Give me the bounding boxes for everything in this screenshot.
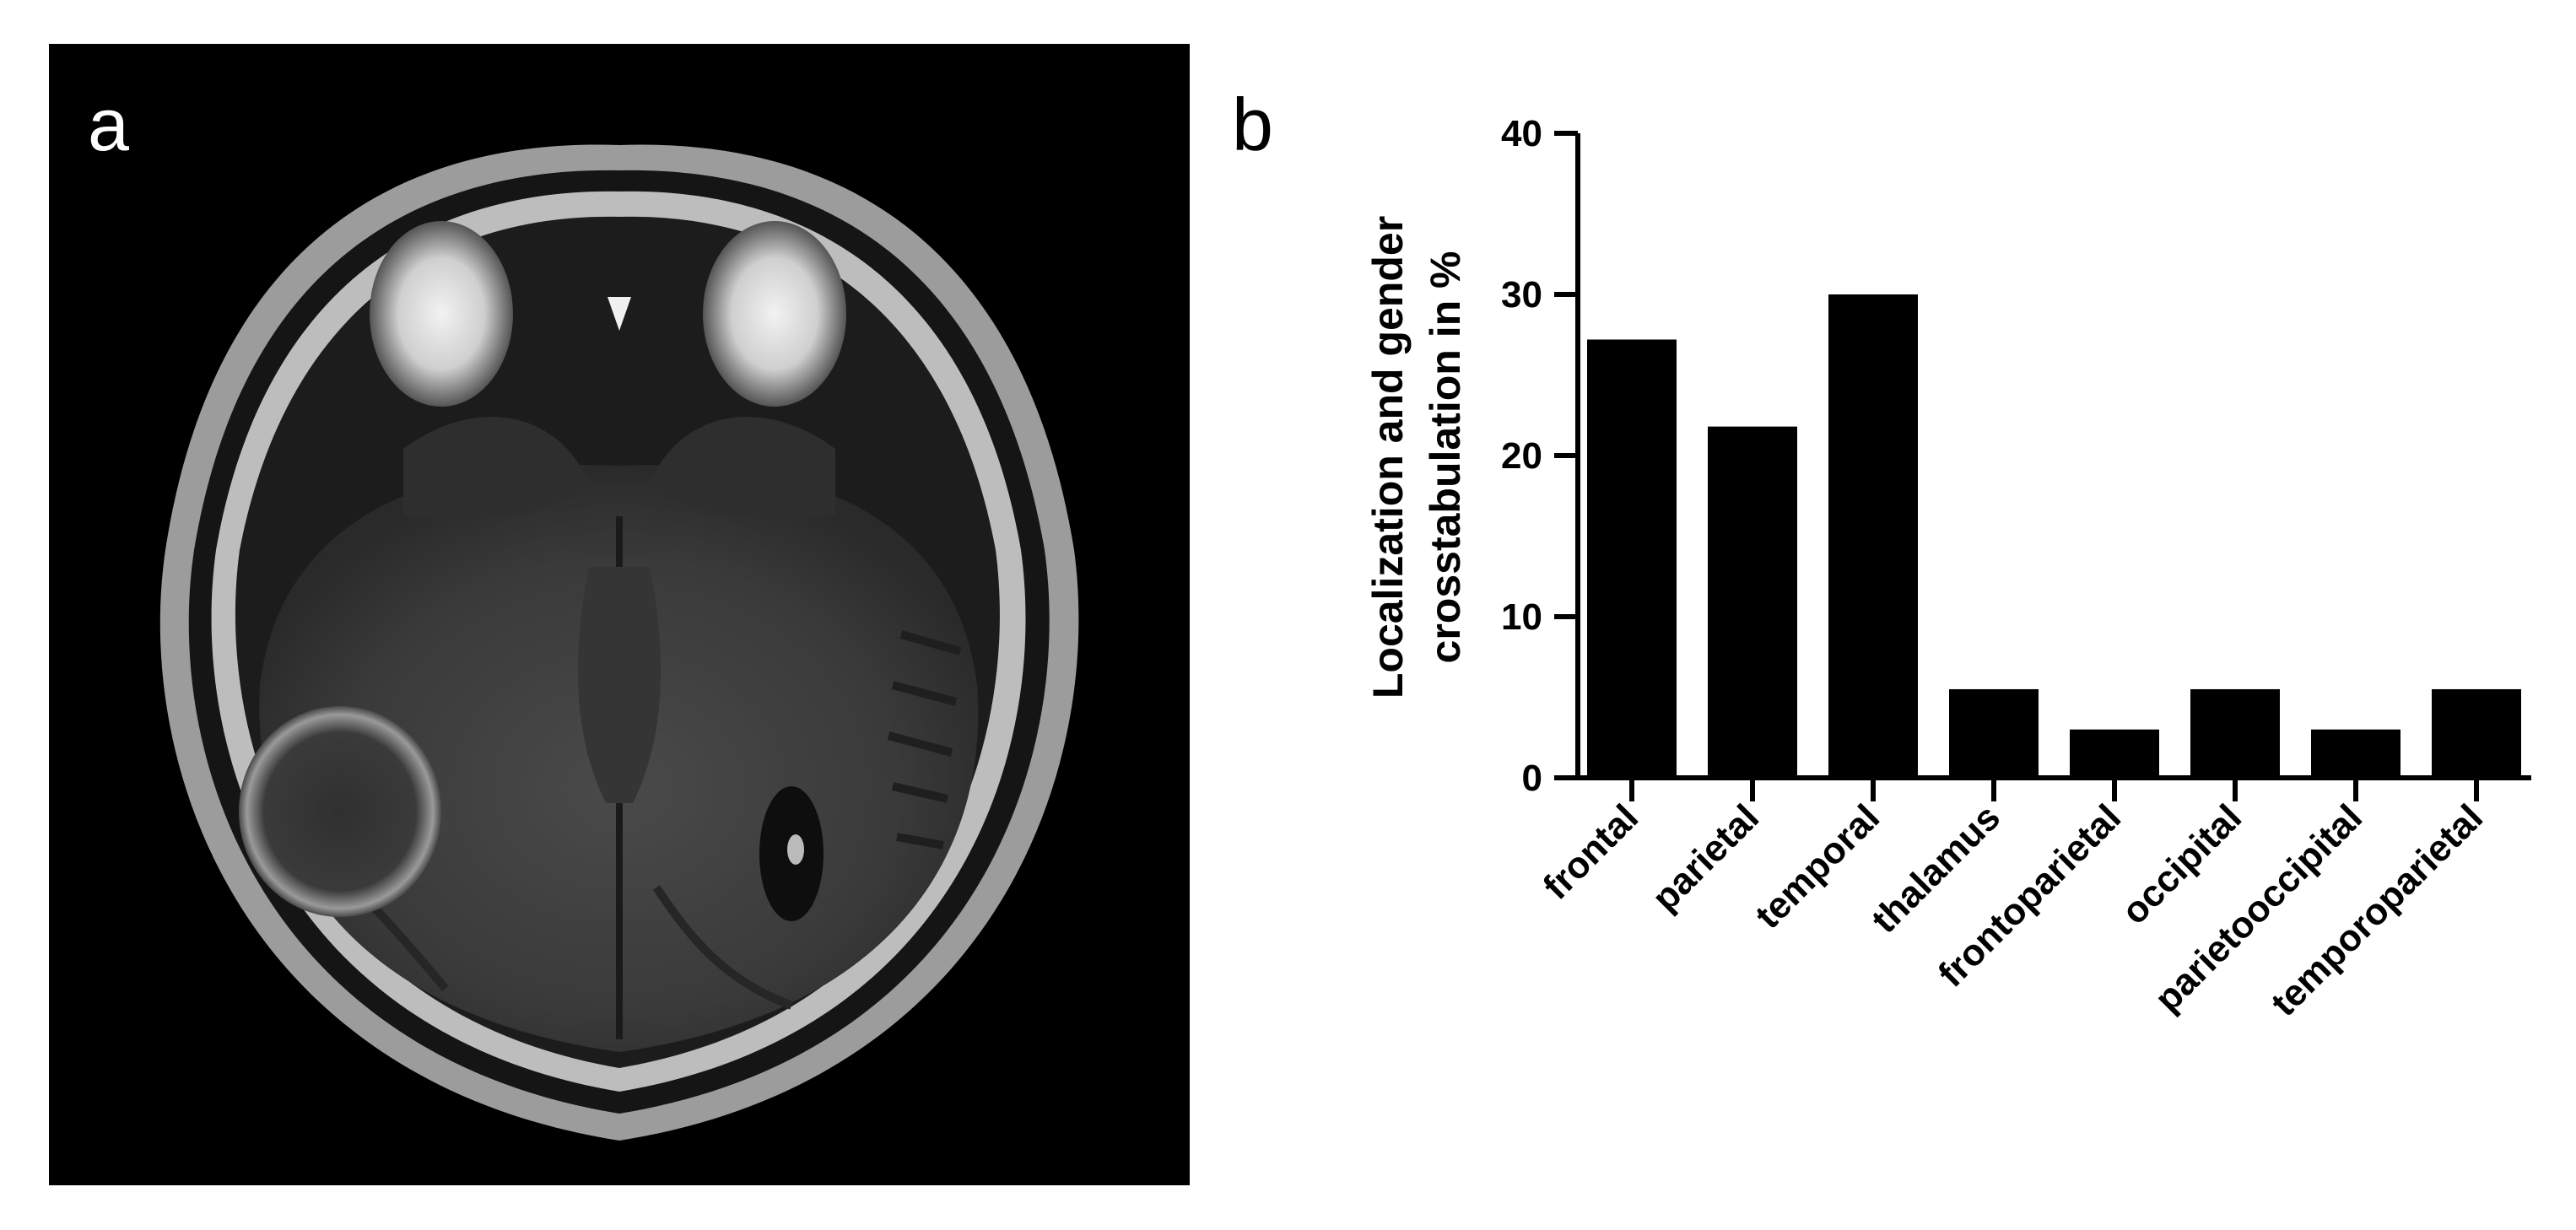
bar-temporal [1828,294,1918,778]
mri-brain-scan-image [159,144,1079,1141]
x-tick-label-parietal: parietal [1644,796,1767,919]
y-tick-label: 10 [1501,596,1542,638]
x-tick-label-frontal: frontal [1536,796,1646,907]
y-axis-label-line-1: Localization and gender [1364,216,1412,699]
mri-image-panel: a [49,44,1190,1185]
y-tick-label: 20 [1501,435,1542,477]
bar-occipital [2190,688,2280,778]
y-axis-label: Localization and gender crosstabulation … [1364,216,1469,699]
x-ticks-group: frontalparietaltemporalthalamusfrontopar… [1536,778,2491,1024]
panel-b-label: b [1232,83,1273,166]
bar-parietooccipital [2311,729,2400,778]
x-tick-label-temporoparietal: temporoparietal [2263,796,2491,1024]
bar-parietal [1708,426,1797,778]
y-axis-label-line-2: crosstabulation in % [1422,251,1469,664]
panel-a-label: a [88,83,129,166]
x-tick-label-parietooccipital: parietooccipital [2147,796,2370,1020]
bars-group [1587,294,2521,779]
y-ticks-group: 0 10 20 30 40 [1501,113,1578,799]
bar-frontal [1587,339,1677,779]
bar-frontoparietal [2070,729,2159,778]
y-tick-label: 40 [1501,113,1542,154]
bar-temporoparietal [2432,688,2521,778]
y-tick-label: 0 [1522,758,1542,799]
bar-thalamus [1949,688,2039,778]
y-tick-label: 30 [1501,274,1542,316]
